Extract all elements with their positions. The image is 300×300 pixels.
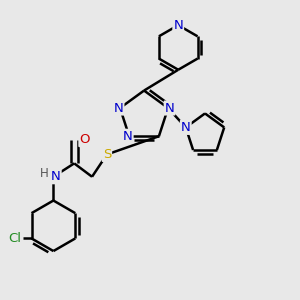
Text: S: S	[103, 148, 111, 161]
Text: N: N	[123, 130, 133, 143]
Text: N: N	[114, 101, 123, 115]
Text: O: O	[80, 133, 90, 146]
Text: N: N	[181, 121, 190, 134]
Text: H: H	[40, 167, 49, 180]
Text: Cl: Cl	[9, 232, 22, 245]
Text: N: N	[165, 101, 174, 115]
Text: N: N	[173, 19, 183, 32]
Text: N: N	[51, 170, 61, 183]
